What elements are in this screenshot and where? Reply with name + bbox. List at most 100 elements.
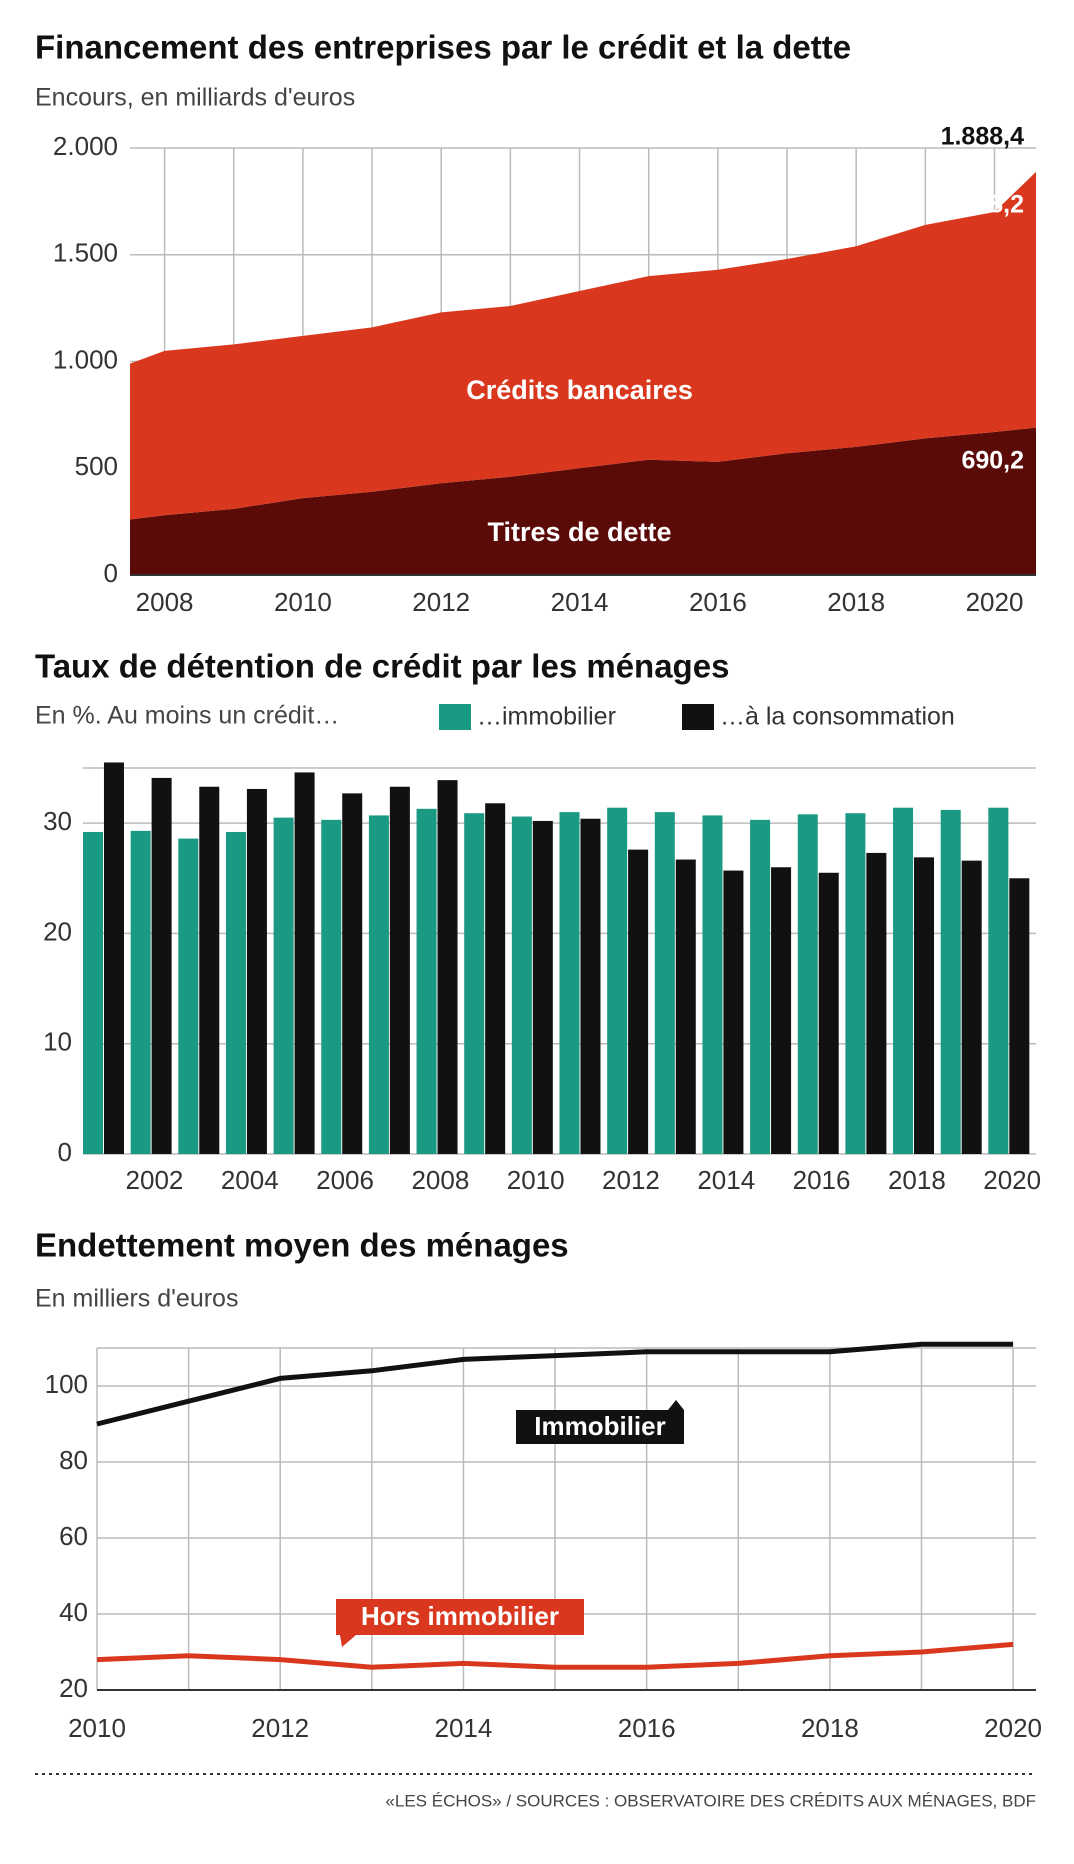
series-label: Hors immobilier <box>361 1601 559 1631</box>
x-tick-label: 2012 <box>602 1165 660 1195</box>
chart-title: Financement des entreprises par le crédi… <box>35 29 851 66</box>
x-tick-label: 2004 <box>221 1165 279 1195</box>
y-tick-label: 30 <box>43 806 72 836</box>
bar <box>1009 878 1030 1154</box>
bar <box>225 831 246 1154</box>
legend-swatch <box>439 704 471 730</box>
bar <box>511 816 532 1154</box>
bar <box>914 857 935 1154</box>
bar <box>199 786 220 1154</box>
x-tick-label: 2020 <box>983 1165 1041 1195</box>
y-tick-label: 10 <box>43 1027 72 1057</box>
source: «LES ÉCHOS» / SOURCES : OBSERVATOIRE DES… <box>385 1791 1036 1810</box>
bar <box>750 819 771 1154</box>
bar <box>723 870 744 1154</box>
y-tick-label: 40 <box>59 1597 88 1627</box>
bar <box>294 772 315 1154</box>
area <box>130 427 1036 575</box>
y-tick-label: 20 <box>59 1673 88 1703</box>
legend-label: …à la consommation <box>720 703 955 731</box>
x-tick-label: 2010 <box>507 1165 565 1195</box>
bar <box>628 849 649 1154</box>
x-tick-label: 2008 <box>136 587 194 617</box>
y-tick-label: 60 <box>59 1521 88 1551</box>
bar <box>771 867 792 1154</box>
chart-title: Endettement moyen des ménages <box>35 1227 569 1264</box>
x-tick-label: 2020 <box>966 587 1024 617</box>
chart-subtitle: Encours, en milliards d'euros <box>35 84 355 112</box>
bar <box>246 788 267 1154</box>
y-tick-label: 2.000 <box>53 131 118 161</box>
label-box <box>516 1410 684 1444</box>
label-pointer <box>668 1400 684 1410</box>
bar <box>675 859 696 1154</box>
y-tick-label: 0 <box>104 558 118 588</box>
bar <box>103 762 124 1154</box>
y-tick-label: 20 <box>43 916 72 946</box>
chart-title: Taux de détention de crédit par les ména… <box>35 648 729 685</box>
x-tick-label: 2010 <box>274 587 332 617</box>
bar <box>607 807 628 1154</box>
series-label: Immobilier <box>534 1411 665 1441</box>
total-label: 1.888,4 <box>941 123 1025 151</box>
bar <box>151 777 172 1154</box>
bar <box>83 831 104 1154</box>
y-tick-label: 500 <box>75 451 118 481</box>
label-pointer <box>340 1635 356 1647</box>
x-tick-label: 2014 <box>551 587 609 617</box>
series-label: Crédits bancaires <box>466 375 693 405</box>
line <box>96 1641 1014 1670</box>
x-tick-label: 2020 <box>984 1713 1042 1743</box>
label-box <box>336 1599 584 1635</box>
bar <box>961 860 982 1154</box>
bar <box>273 817 294 1154</box>
y-tick-label: 100 <box>45 1369 88 1399</box>
x-tick-label: 2016 <box>793 1165 851 1195</box>
bar <box>845 813 866 1154</box>
y-tick-label: 1.500 <box>53 238 118 268</box>
x-tick-label: 2014 <box>435 1713 493 1743</box>
series-label: Titres de dette <box>488 517 672 547</box>
x-tick-label: 2008 <box>411 1165 469 1195</box>
bar <box>368 815 389 1154</box>
bar <box>797 814 818 1154</box>
area <box>130 171 1036 520</box>
bar <box>130 830 151 1154</box>
end-label: 1.198,2 <box>941 190 1024 218</box>
x-tick-label: 2002 <box>126 1165 184 1195</box>
legend-swatch <box>682 704 714 730</box>
x-tick-label: 2012 <box>412 587 470 617</box>
x-tick-label: 2006 <box>316 1165 374 1195</box>
bar <box>321 819 342 1154</box>
y-tick-label: 0 <box>58 1137 72 1167</box>
bar <box>416 808 437 1154</box>
bar <box>940 809 961 1154</box>
chart-subtitle: En %. Au moins un crédit… <box>35 702 339 730</box>
x-tick-label: 2018 <box>888 1165 946 1195</box>
x-tick-label: 2010 <box>68 1713 126 1743</box>
bar <box>437 780 458 1154</box>
bar <box>485 803 506 1154</box>
legend-label: …immobilier <box>477 703 616 731</box>
x-tick-label: 2012 <box>251 1713 309 1743</box>
bar <box>464 813 485 1154</box>
x-tick-label: 2018 <box>827 587 885 617</box>
line <box>96 1341 1014 1427</box>
end-label: 690,2 <box>961 446 1024 474</box>
bar <box>532 820 553 1154</box>
bar <box>342 793 363 1154</box>
x-tick-label: 2016 <box>618 1713 676 1743</box>
bar <box>818 872 839 1154</box>
y-tick-label: 1.000 <box>53 344 118 374</box>
bar <box>178 838 199 1154</box>
x-tick-label: 2018 <box>801 1713 859 1743</box>
bar <box>389 786 410 1154</box>
bar <box>988 807 1009 1154</box>
x-tick-label: 2014 <box>697 1165 755 1195</box>
bar <box>866 852 887 1154</box>
bar <box>580 818 601 1154</box>
x-tick-label: 2016 <box>689 587 747 617</box>
bar <box>559 812 580 1154</box>
y-tick-label: 80 <box>59 1445 88 1475</box>
